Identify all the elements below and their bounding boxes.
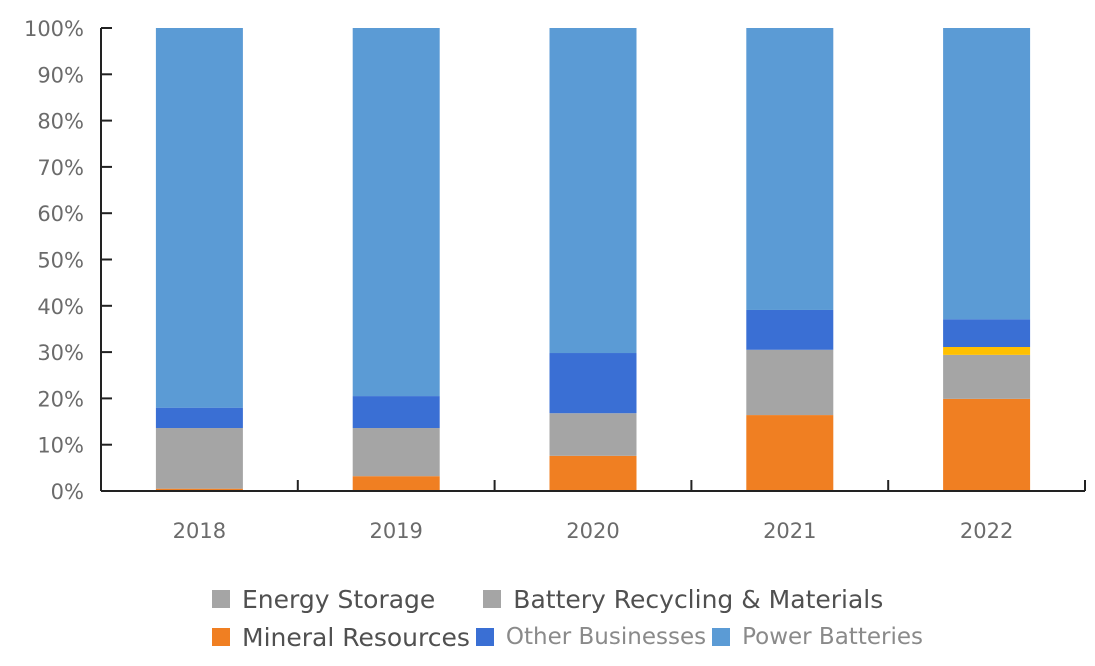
- bar-segment-2020-power-batteries: [549, 28, 637, 354]
- legend-swatch-mineral-resources: [212, 628, 230, 646]
- x-tick-label-2022: 2022: [960, 519, 1013, 543]
- bar-segment-2021-other-businesses: [746, 309, 834, 350]
- bar-segment-2018-other-businesses: [155, 407, 243, 429]
- legend-swatch-battery-recycling: [483, 590, 502, 608]
- legend-row-1: Energy Storage Battery Recycling & Mater…: [212, 580, 1072, 618]
- bar-segment-2018-battery-recycling-materials: [155, 428, 243, 489]
- bar-segment-2018-mineral-resources: [155, 488, 243, 491]
- legend: Energy Storage Battery Recycling & Mater…: [212, 580, 1072, 656]
- legend-item-battery-recycling: Battery Recycling & Materials: [483, 585, 883, 614]
- x-tick-label-2020: 2020: [566, 519, 619, 543]
- bar-segment-2018-power-batteries: [155, 28, 243, 408]
- bar-segment-2021-power-batteries: [746, 28, 834, 310]
- bar-segment-2019-other-businesses: [352, 396, 440, 429]
- y-tick-label: 10%: [37, 434, 84, 458]
- bar-segment-2022-other-businesses: [943, 319, 1031, 348]
- bar-segment-2020-mineral-resources: [549, 455, 637, 491]
- y-tick-label: 30%: [37, 341, 84, 365]
- bar-segment-2022-power-batteries: [943, 28, 1031, 320]
- y-tick-label: 100%: [24, 17, 84, 41]
- bar-segment-2020-other-businesses: [549, 353, 637, 414]
- x-tick-label-2019: 2019: [369, 519, 422, 543]
- legend-item-mineral-resources: Mineral Resources: [212, 623, 470, 652]
- legend-label-mineral-resources: Mineral Resources: [242, 622, 470, 652]
- y-tick-label: 90%: [37, 63, 84, 87]
- y-tick-label: 0%: [51, 480, 84, 504]
- legend-swatch-other-businesses: [475, 628, 494, 646]
- legend-item-power-batteries: Power Batteries: [712, 624, 923, 650]
- bar-segment-2022-mineral-resources: [943, 398, 1031, 491]
- legend-label-energy-storage: Energy Storage: [242, 584, 436, 614]
- legend-swatch-power-batteries: [712, 628, 731, 646]
- bar-segment-2022-energy-storage: [943, 347, 1031, 355]
- y-tick-label: 50%: [37, 249, 84, 273]
- legend-row-2: Mineral Resources Other Businesses Power…: [212, 618, 1072, 656]
- bar-segment-2019-battery-recycling-materials: [352, 428, 440, 477]
- legend-item-other-businesses: Other Businesses: [475, 624, 707, 650]
- bar-segment-2020-battery-recycling-materials: [549, 413, 637, 456]
- legend-label-power-batteries: Power Batteries: [742, 624, 923, 650]
- legend-swatch-energy-storage: [212, 590, 230, 608]
- y-tick-label: 40%: [37, 295, 84, 319]
- bar-segment-2022-battery-recycling-materials: [943, 354, 1031, 399]
- bar-segment-2019-power-batteries: [352, 28, 440, 397]
- y-tick-label: 60%: [37, 202, 84, 226]
- y-tick-label: 20%: [37, 387, 84, 411]
- legend-label-other-businesses: Other Businesses: [505, 624, 707, 650]
- x-tick-label-2018: 2018: [173, 519, 226, 543]
- legend-item-energy-storage: Energy Storage: [212, 585, 435, 614]
- y-tick-label: 80%: [37, 110, 84, 134]
- legend-label-battery-recycling: Battery Recycling & Materials: [513, 584, 884, 614]
- bars-group: [155, 28, 1031, 491]
- x-ticks-group: 2018 2019 2020 2021 2022: [173, 480, 1086, 543]
- bar-segment-2019-mineral-resources: [352, 476, 440, 491]
- x-tick-label-2021: 2021: [763, 519, 816, 543]
- y-ticks-group: 0% 10% 20% 30% 40% 50% 60% 70% 80% 90% 100%: [24, 17, 112, 504]
- bar-segment-2021-battery-recycling-materials: [746, 349, 834, 416]
- y-tick-label: 70%: [37, 156, 84, 180]
- stacked-bar-chart: 0%10%20%30%40%50%60%70%80%90%100% 2018 20…: [24, 17, 1086, 543]
- bar-segment-2021-mineral-resources: [746, 415, 834, 491]
